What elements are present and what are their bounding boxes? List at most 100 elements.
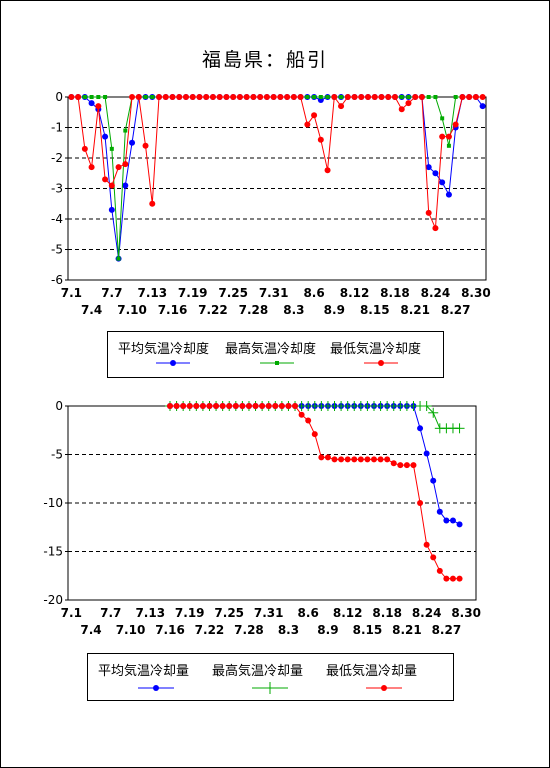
legend-label-max-degree: 最高気温冷却度	[225, 342, 317, 357]
amount-point-2	[443, 575, 450, 582]
degree-ytick-label: -6	[51, 273, 63, 287]
degree-ytick-label: -4	[51, 212, 63, 226]
degree-point-2	[243, 94, 250, 100]
degree-point-2	[432, 225, 439, 232]
legend-label-min-amount: 最低気温冷却量	[326, 664, 418, 679]
degree-point-2	[108, 182, 115, 189]
amount-point-2	[311, 431, 318, 438]
degree-point-2	[250, 94, 257, 100]
degree-point-1	[82, 95, 87, 99]
amount-ytick-label: -15	[43, 545, 63, 559]
page-title: 福島県：船引	[201, 49, 328, 71]
legend-cooling-amount: 平均気温冷却量 最高気温冷却量 最低気温冷却量	[87, 653, 454, 701]
degree-point-0	[129, 139, 136, 146]
degree-point-2	[189, 94, 196, 100]
degree-series-line-1	[71, 96, 483, 259]
amount-point-2	[259, 403, 266, 409]
degree-xtick-label: 7.1	[61, 286, 82, 300]
amount-point-2	[292, 403, 299, 409]
amount-point-2	[357, 456, 364, 463]
amount-point-2	[305, 417, 312, 424]
amount-point-2	[232, 403, 239, 409]
degree-point-1	[143, 95, 148, 99]
amount-point-2	[371, 456, 377, 463]
amount-xtick-label: 8.6	[298, 606, 319, 620]
legend-samples-degree	[156, 360, 398, 366]
amount-xtick-label: 7.22	[195, 623, 225, 637]
degree-point-2	[338, 103, 345, 110]
amount-point-2	[180, 403, 187, 409]
degree-point-1	[116, 256, 121, 261]
amount-point-2	[331, 456, 338, 463]
amount-point-2	[245, 403, 252, 409]
degree-point-2	[162, 94, 169, 100]
degree-point-1	[325, 95, 330, 99]
degree-point-2	[284, 94, 291, 100]
amount-xtick-label: 7.16	[155, 623, 185, 637]
degree-xtick-label: 8.15	[360, 303, 390, 317]
degree-point-2	[344, 94, 351, 100]
degree-point-2	[216, 94, 223, 100]
degree-point-2	[311, 112, 318, 119]
degree-point-2	[223, 94, 230, 100]
degree-xtick-label: 8.9	[324, 303, 345, 317]
amount-point-2	[377, 456, 384, 463]
amount-point-2	[199, 403, 206, 409]
degree-point-0	[102, 133, 109, 140]
degree-point-2	[156, 94, 163, 100]
amount-point-0	[456, 521, 463, 528]
amount-xtick-label: 8.24	[412, 606, 442, 620]
degree-xtick-label: 8.3	[283, 303, 304, 317]
degree-xtick-label: 8.6	[303, 286, 324, 300]
amount-ytick-label: -5	[51, 448, 63, 462]
degree-point-1	[305, 95, 310, 99]
degree-point-2	[263, 94, 270, 100]
degree-point-2	[385, 94, 392, 100]
amount-point-2	[239, 403, 246, 409]
degree-xtick-label: 7.25	[218, 286, 248, 300]
degree-point-2	[129, 94, 136, 100]
degree-point-2	[398, 106, 405, 113]
legend-marker-avg-degree	[170, 360, 176, 366]
degree-point-2	[115, 164, 122, 171]
degree-point-1	[433, 95, 438, 99]
amount-point-2	[436, 567, 443, 574]
amount-point-2	[167, 403, 173, 409]
degree-xtick-label: 7.4	[81, 303, 102, 317]
amount-point-2	[344, 456, 351, 463]
amount-point-2	[206, 403, 213, 409]
degree-point-2	[304, 121, 311, 128]
legend-samples-amount	[138, 682, 402, 694]
degree-xtick-label: 7.10	[117, 303, 147, 317]
degree-point-2	[351, 94, 358, 100]
amount-xtick-label: 7.4	[80, 623, 101, 637]
degree-point-2	[452, 121, 459, 128]
degree-point-2	[371, 94, 378, 100]
degree-ytick-label: 0	[55, 90, 63, 104]
degree-ytick-label: -5	[51, 243, 63, 257]
degree-point-0	[439, 179, 446, 186]
degree-point-2	[439, 133, 446, 140]
degree-point-2	[317, 136, 324, 143]
amount-point-2	[397, 462, 404, 469]
degree-xtick-label: 7.16	[158, 303, 188, 317]
degree-point-2	[88, 164, 95, 171]
cooling-degree-chart: 0-1-2-3-4-5-67.1 7.7 7.13 7.19 7.25 7.31 8.6 8.…	[51, 90, 491, 317]
degree-point-1	[312, 95, 317, 99]
degree-point-2	[270, 94, 277, 100]
amount-point-0	[417, 425, 424, 432]
amount-xtick-label: 7.7	[100, 606, 121, 620]
amount-point-1	[421, 401, 432, 411]
degree-point-2	[418, 94, 425, 100]
amount-point-2	[278, 403, 285, 409]
amount-ytick-label: -20	[43, 593, 63, 607]
amount-xtick-label: 8.9	[317, 623, 338, 637]
amount-xtick-label: 8.27	[432, 623, 462, 637]
degree-point-2	[142, 142, 149, 149]
amount-point-2	[318, 454, 325, 461]
amount-point-2	[252, 403, 259, 409]
amount-point-2	[456, 575, 463, 582]
degree-xtick-label: 7.7	[101, 286, 122, 300]
degree-xtick-label: 8.21	[400, 303, 430, 317]
degree-point-1	[406, 95, 411, 99]
